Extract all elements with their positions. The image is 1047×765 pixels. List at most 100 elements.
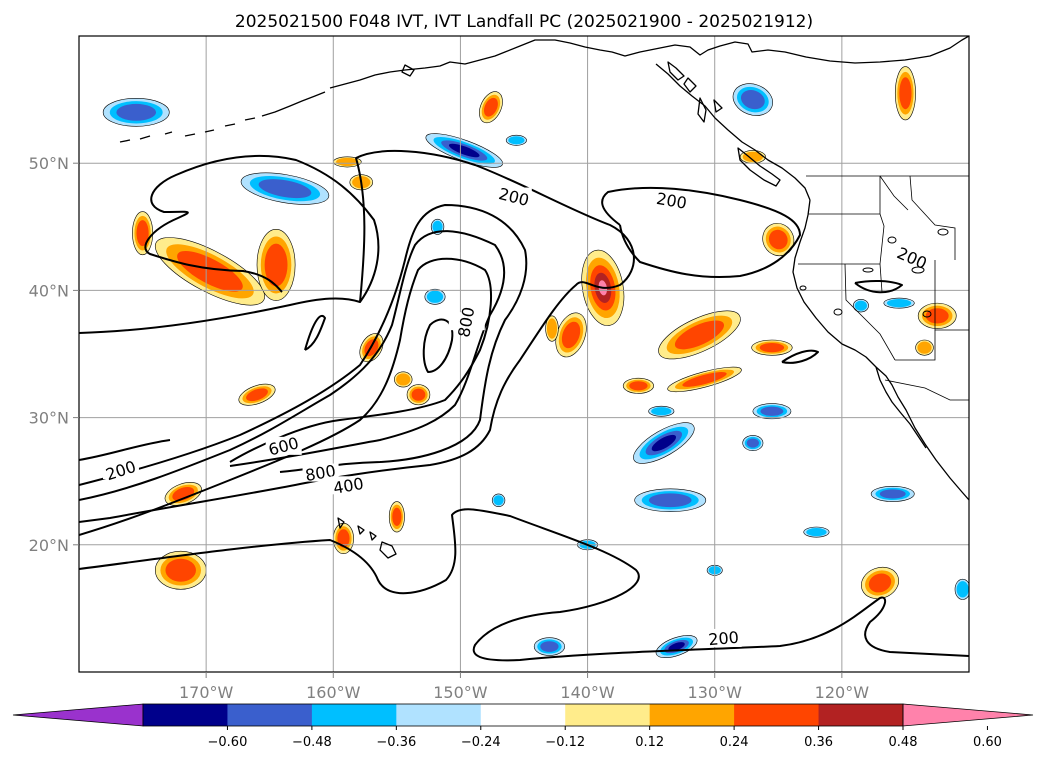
ivt-contour-200-northeast <box>601 186 801 279</box>
colorbar-tick-label-10: 0.60 <box>973 735 1002 750</box>
positive-pc-region-7 <box>667 366 742 393</box>
contour-label-bg-3 <box>893 248 930 267</box>
pc-shade-level-2 <box>508 136 525 145</box>
pc-shade-level-3 <box>136 220 149 247</box>
pc-shade-level-3 <box>629 381 648 391</box>
colorbar-outline <box>142 703 904 727</box>
pc-shade-level-3 <box>165 558 196 582</box>
positive-pc-region-12 <box>238 383 276 406</box>
ivt-landfall-pc-shading <box>102 66 969 659</box>
positive-pc-region-16 <box>332 522 354 555</box>
positive-pc-region-23 <box>545 315 559 342</box>
pc-shade-level-2 <box>336 157 359 166</box>
pc-shade-level-3 <box>759 343 785 353</box>
negative-pc-region-31 <box>633 422 695 464</box>
lakes <box>799 228 949 318</box>
colorbar-swatch-5 <box>480 704 566 726</box>
contour-label-9: 200 <box>708 628 740 650</box>
montana-border <box>909 175 956 260</box>
positive-pc-region-2 <box>256 229 296 301</box>
pc-shade-level-3 <box>674 320 725 350</box>
utah-border <box>934 260 969 331</box>
ivt-contour-small-east <box>781 349 819 364</box>
contour-label-bg-9 <box>705 628 742 647</box>
colorbar-tick-label-2: −0.48 <box>292 735 332 750</box>
pc-shade-level-2 <box>651 407 672 416</box>
negative-pc-region-34 <box>533 637 565 656</box>
positive-pc-region-6 <box>658 310 741 360</box>
california-nevada-border <box>844 263 896 361</box>
colorbar-swatch-1 <box>143 704 228 726</box>
negative-pc-region-40 <box>505 134 527 146</box>
colorbar-tick-label-1: −0.60 <box>208 735 248 750</box>
pc-shade-level-2 <box>917 341 932 354</box>
colorbar-swatch-3 <box>311 704 397 726</box>
negative-pc-region-29 <box>102 98 170 127</box>
arizona-border <box>895 330 936 361</box>
x-tick-label-4: 140°W <box>560 683 615 702</box>
ivt-contour-600 <box>79 230 506 501</box>
negative-pc-region-48 <box>491 493 506 507</box>
colorbar-tick-label-3: −0.36 <box>376 735 416 750</box>
contour-label-bg-6 <box>302 463 339 482</box>
positive-pc-region-17 <box>154 550 207 590</box>
y-tick-label-3: 30°N <box>29 409 69 428</box>
pc-shade-level-3 <box>561 321 581 349</box>
pc-shade-level-3 <box>899 77 912 110</box>
us-west-coastline <box>792 199 969 501</box>
positive-pc-region-18 <box>479 91 503 124</box>
pc-shade-level-2 <box>426 290 444 303</box>
pc-shade-level-2 <box>886 299 912 308</box>
colorbar-tick-label-7: 0.24 <box>720 735 749 750</box>
negative-pc-region-39 <box>648 405 675 417</box>
pc-shade-level-3 <box>925 308 949 324</box>
positive-pc-region-20 <box>861 566 899 600</box>
negative-pc-region-45 <box>852 299 869 313</box>
colorbar-swatch-4 <box>396 704 482 726</box>
negative-pc-region-37 <box>752 403 792 420</box>
colorbar-tick-label-5: −0.12 <box>545 735 585 750</box>
ivt-contour-200-south <box>79 508 969 662</box>
vancouver-island <box>737 147 781 187</box>
negative-pc-region-30 <box>425 133 503 168</box>
pc-shade-level-2 <box>396 373 411 386</box>
positive-pc-region-13 <box>406 384 431 406</box>
ivt-contour-800 <box>79 257 493 536</box>
positive-pc-region-19 <box>894 66 916 121</box>
map-frame <box>78 35 970 673</box>
colorbar-extend-low <box>12 703 144 727</box>
pc-shade-level-2 <box>432 220 443 233</box>
pc-shade-level-3 <box>246 388 268 402</box>
mexico-border <box>884 379 969 401</box>
positive-pc-region-27 <box>394 371 413 388</box>
negative-pc-region-47 <box>424 288 446 305</box>
pc-shade-level-4 <box>651 434 677 452</box>
contour-label-bg-4 <box>448 312 485 331</box>
negative-pc-region-36 <box>870 485 915 502</box>
kodiak-island <box>401 64 415 77</box>
pc-shade-level-4 <box>448 143 480 158</box>
pc-shade-level-3 <box>868 573 892 593</box>
contour-label-bg-8 <box>102 461 139 480</box>
pc-shade-level-3 <box>411 388 426 401</box>
negative-pc-region-38 <box>742 435 764 451</box>
positive-pc-region-3 <box>132 211 154 256</box>
negative-pc-region-44 <box>883 297 915 309</box>
x-tick-label-5: 130°W <box>688 683 743 702</box>
positive-pc-region-26 <box>915 339 934 356</box>
bc-coastline <box>655 63 811 201</box>
x-tick-label-2: 160°W <box>306 683 361 702</box>
pc-shade-level-3 <box>177 251 243 292</box>
pc-shade-level-3 <box>682 372 727 387</box>
coastlines <box>119 36 969 559</box>
pc-shade-level-4 <box>668 642 685 652</box>
pc-shade-level-2 <box>956 581 969 598</box>
pc-shade-level-3 <box>746 438 759 448</box>
contour-label-bg-2 <box>653 191 690 210</box>
positive-pc-region-15 <box>388 501 405 533</box>
baja-peninsula <box>875 366 927 449</box>
colorbar-swatch-9 <box>818 704 904 726</box>
negative-pc-region-28 <box>240 172 330 205</box>
